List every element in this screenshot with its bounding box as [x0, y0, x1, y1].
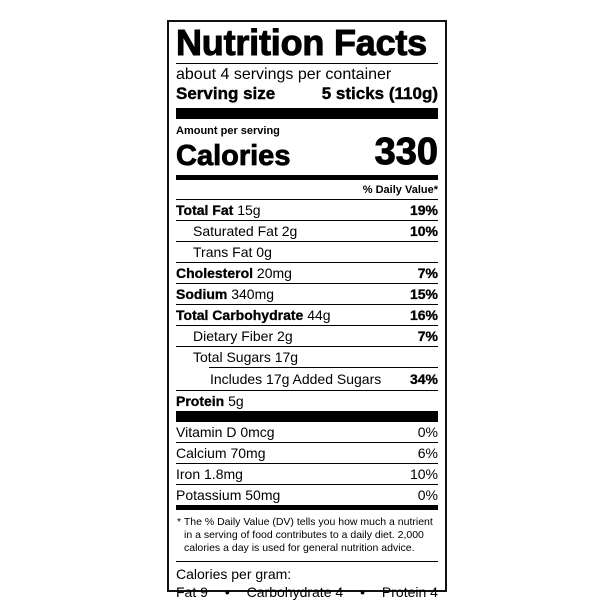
nutrient-amount: 15g	[237, 202, 261, 218]
servings-per-container: about 4 servings per container	[176, 66, 392, 83]
vitamin-name: Calcium 70mg	[176, 445, 266, 461]
nutrient-name: Total Sugars	[193, 349, 271, 365]
calories-value: 330	[374, 131, 438, 173]
nutrient-dv: 19%	[409, 202, 438, 218]
calories-label: Calories	[176, 140, 291, 172]
vitamin-name: Iron 1.8mg	[176, 466, 243, 482]
nutrient-name: Total Carbohydrate	[176, 307, 304, 323]
daily-value-header: % Daily Value*	[176, 180, 438, 200]
nutrient-dv: 16%	[409, 307, 438, 323]
nutrient-dv: 7%	[417, 328, 439, 344]
vitamin-row-iron: Iron 1.8mg 10%	[176, 464, 438, 485]
serving-size: Serving size 5 sticks (110g)	[176, 84, 438, 103]
thick-divider	[176, 411, 438, 422]
protein-calories-per-gram: Protein 4	[381, 584, 438, 600]
nutrient-amount: 5g	[228, 393, 244, 409]
nutrient-dv: 15%	[409, 286, 438, 302]
nutrient-name: Cholesterol	[176, 265, 254, 281]
thick-divider	[176, 108, 438, 119]
nutrient-dv: 34%	[409, 371, 438, 387]
vitamin-dv: 0%	[417, 487, 438, 503]
nutrient-amount: 340mg	[231, 286, 275, 302]
label-title: Nutrition Facts	[176, 22, 428, 63]
vitamin-name: Vitamin D 0mcg	[176, 424, 275, 440]
nutrient-amount: 44g	[307, 307, 331, 323]
bullet-separator: •	[224, 584, 230, 600]
vitamin-row-potassium: Potassium 50mg 0%	[176, 485, 438, 505]
nutrient-row-trans-fat: Trans Fat 0g	[176, 242, 438, 263]
serving-size-label: Serving size	[176, 84, 276, 103]
nutrient-name: Dietary Fiber	[193, 328, 274, 344]
nutrient-name: Saturated Fat	[193, 223, 278, 239]
nutrient-row-cholesterol: Cholesterol 20mg 7%	[176, 263, 438, 284]
divider	[176, 63, 438, 64]
fat-calories-per-gram: Fat 9	[176, 584, 208, 600]
nutrient-row-total-fat: Total Fat 15g 19%	[176, 200, 438, 221]
carbohydrate-calories-per-gram: Carbohydrate 4	[246, 584, 344, 600]
nutrient-row-total-carbohydrate: Total Carbohydrate 44g 16%	[176, 305, 438, 326]
calories-per-gram-values: Fat 9 • Carbohydrate 4 • Protein 4	[176, 583, 438, 601]
nutrient-amount: 20mg	[256, 265, 292, 281]
daily-value-footnote: * The % Daily Value (DV) tells you how m…	[176, 510, 438, 562]
calories-row: Calories 330	[176, 133, 439, 172]
medium-divider	[176, 175, 438, 180]
nutrient-name: Total Fat	[176, 202, 234, 218]
bullet-separator: •	[360, 584, 365, 600]
vitamin-name: Potassium 50mg	[176, 487, 281, 503]
nutrient-amount: 2g	[281, 223, 298, 239]
nutrient-row-saturated-fat: Saturated Fat 2g 10%	[176, 221, 438, 242]
nutrient-dv: 10%	[409, 223, 438, 239]
vitamin-dv: 0%	[417, 424, 438, 440]
nutrient-amount: 17g	[274, 349, 299, 365]
amount-per-serving: Amount per serving	[176, 125, 280, 137]
nutrient-name: Trans Fat	[193, 244, 253, 260]
serving-size-value: 5 sticks (110g)	[321, 84, 439, 103]
vitamin-dv: 6%	[417, 445, 438, 461]
nutrient-amount: 0g	[256, 244, 272, 260]
vitamin-row-vitamin-d: Vitamin D 0mcg 0%	[176, 422, 438, 443]
medium-divider	[176, 505, 438, 510]
vitamin-row-calcium: Calcium 70mg 6%	[176, 443, 438, 464]
nutrient-name: Protein	[176, 393, 225, 409]
nutrient-amount: 2g	[277, 328, 293, 344]
calories-per-gram-label: Calories per gram:	[176, 566, 292, 582]
nutrient-row-added-sugars: Includes 17g Added Sugars 34%	[176, 368, 438, 391]
nutrient-name: Sodium	[176, 286, 228, 302]
nutrient-dv: 7%	[417, 265, 439, 281]
nutrient-row-total-sugars: Total Sugars 17g	[176, 347, 438, 368]
nutrient-row-protein: Protein 5g	[176, 391, 438, 411]
nutrient-name: Includes 17g Added Sugars	[210, 371, 382, 387]
nutrient-row-sodium: Sodium 340mg 15%	[176, 284, 438, 305]
vitamin-dv: 10%	[409, 466, 438, 482]
nutrient-row-dietary-fiber: Dietary Fiber 2g 7%	[176, 326, 438, 347]
nutrition-facts-label: Nutrition Facts about 4 servings per con…	[167, 20, 447, 600]
